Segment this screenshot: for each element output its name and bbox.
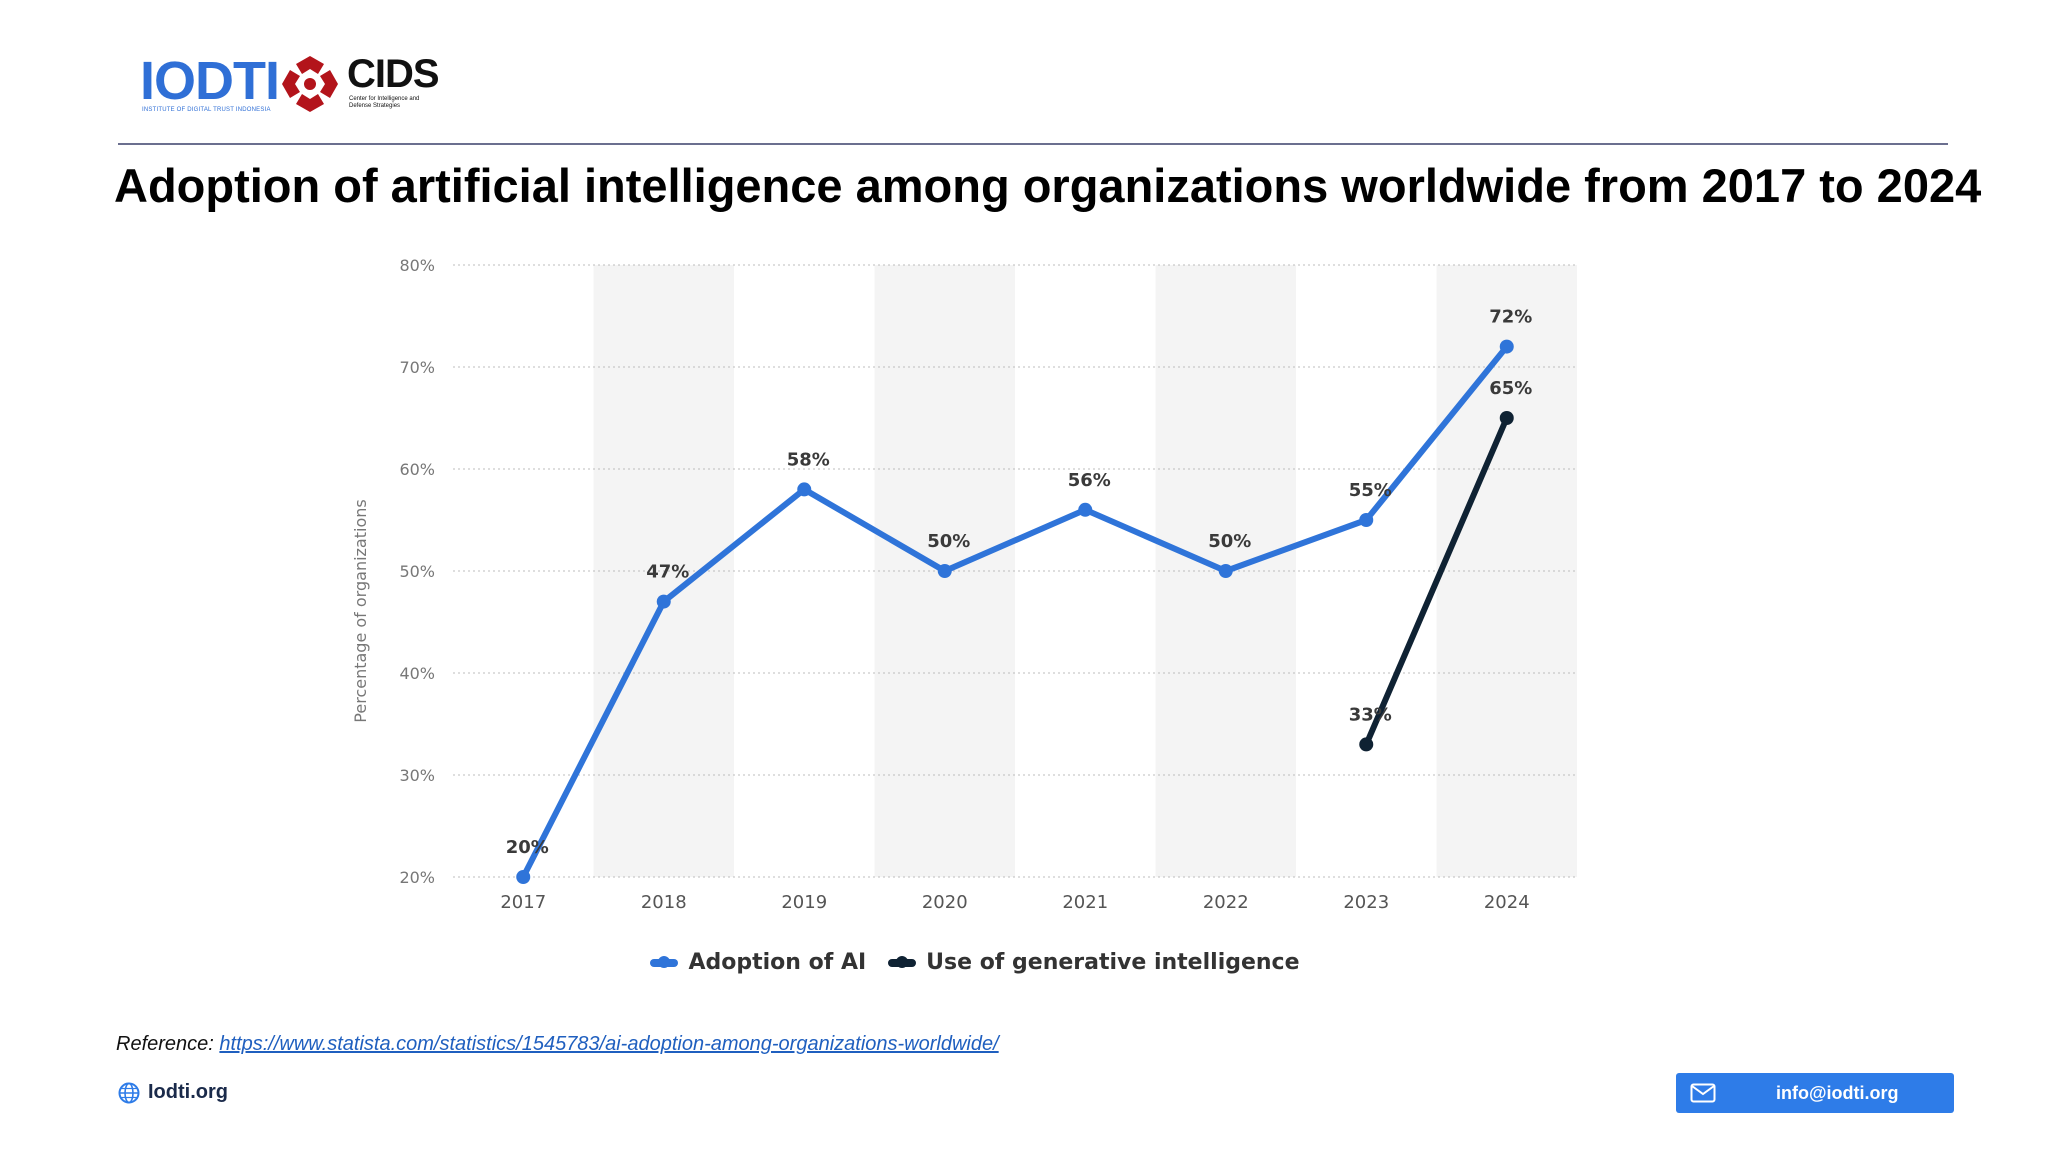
- x-tick-label: 2020: [922, 892, 968, 913]
- gridlines: [453, 264, 1577, 878]
- y-tick-label: 60%: [399, 460, 435, 479]
- data-point: [1359, 737, 1374, 752]
- column-band-2024: [1436, 265, 1577, 877]
- cids-logo-subtitle: Center for Intelligence and Defense Stra…: [349, 96, 420, 109]
- y-tick-label: 40%: [399, 664, 435, 683]
- data-label: 72%: [1489, 307, 1532, 328]
- iodti-logo-subtitle: INSTITUTE OF DIGITAL TRUST INDONESIA: [142, 107, 271, 113]
- x-tick-label: 2024: [1484, 892, 1530, 913]
- y-tick-label: 20%: [399, 868, 435, 887]
- data-point: [1359, 513, 1374, 527]
- y-axis-label: Percentage of organizations: [351, 499, 370, 722]
- cids-logo-text: CIDS: [347, 52, 440, 96]
- data-label: 65%: [1489, 378, 1532, 399]
- data-label: 50%: [1208, 531, 1251, 552]
- x-tick-label: 2019: [781, 892, 827, 913]
- globe-icon: [118, 1082, 140, 1103]
- site-link[interactable]: Iodti.org: [118, 1081, 228, 1104]
- chart-legend: Adoption of AI Use of generative intelli…: [340, 950, 1610, 975]
- data-point: [656, 594, 671, 609]
- legend-label-adoption: Adoption of AI: [688, 950, 867, 975]
- data-point: [797, 482, 812, 497]
- data-point: [1499, 411, 1514, 425]
- chart-container: 20% 30% 40% 50% 60% 70% 80% 2017 2018 2019 2020 20…: [340, 230, 1610, 1000]
- iodti-logo-text: IODTI: [140, 51, 280, 111]
- data-point: [1078, 502, 1093, 517]
- cids-emblem-icon: [282, 56, 338, 112]
- reference-link[interactable]: https://www.statista.com/statistics/1545…: [219, 1033, 999, 1055]
- mail-icon: [1690, 1083, 1716, 1103]
- legend-label-generative: Use of generative intelligence: [926, 950, 1300, 975]
- legend-item-adoption[interactable]: Adoption of AI: [650, 950, 866, 975]
- data-point: [937, 564, 952, 578]
- legend-swatch-adoption: [650, 955, 679, 968]
- email-contact-button[interactable]: info@iodti.org: [1676, 1073, 1954, 1113]
- data-label: 47%: [646, 562, 689, 583]
- data-label: 56%: [1068, 470, 1111, 491]
- page-title: Adoption of artificial intelligence amon…: [114, 159, 1982, 212]
- line-chart: 20%30%40%50%60%70%80% 2017 2018 2019 2020 20…: [351, 256, 1577, 913]
- data-label: 58%: [787, 449, 830, 470]
- logo-group: IODTI INSTITUTE OF DIGITAL TRUST INDONES…: [140, 50, 440, 120]
- iodti-logo: IODTI INSTITUTE OF DIGITAL TRUST INDONES…: [140, 50, 280, 120]
- data-label: 50%: [927, 531, 970, 552]
- y-tick-label: 30%: [399, 766, 435, 785]
- series-line-0: [520, 343, 1510, 880]
- x-tick-label: 2023: [1343, 892, 1389, 913]
- y-tick-label: 70%: [399, 358, 435, 377]
- legend-item-generative[interactable]: Use of generative intelligence: [888, 950, 1300, 975]
- y-tick-label: 50%: [399, 562, 435, 581]
- data-label: 33%: [1349, 704, 1392, 725]
- site-label: Iodti.org: [148, 1081, 228, 1103]
- x-tick-label: 2021: [1062, 892, 1108, 913]
- x-tick-label: 2018: [641, 892, 687, 913]
- x-axis-ticks: 2017 2018 2019 2020 2021 2022 2023 2024: [500, 892, 1529, 913]
- data-point: [1499, 339, 1514, 354]
- y-tick-label: 80%: [399, 256, 435, 275]
- reference-prefix: Reference:: [116, 1033, 220, 1055]
- data-label: 55%: [1349, 480, 1392, 501]
- header-divider: [118, 143, 1948, 145]
- y-axis-ticks: 20% 30% 40% 50% 60% 70% 80%: [399, 256, 435, 887]
- series-group: 20% 47% 58% 50% 56% 50% 55% 72% 33% 65%: [506, 307, 1532, 884]
- email-label: info@iodti.org: [1776, 1082, 1899, 1103]
- data-label: 20%: [506, 837, 549, 858]
- legend-swatch-generative: [888, 955, 917, 968]
- reference-line: Reference: https://www.statista.com/stat…: [116, 1033, 999, 1056]
- data-point: [516, 870, 531, 884]
- x-tick-label: 2017: [500, 892, 546, 913]
- data-point: [1218, 564, 1233, 578]
- x-tick-label: 2022: [1203, 892, 1249, 913]
- series-line-1: [1363, 415, 1510, 748]
